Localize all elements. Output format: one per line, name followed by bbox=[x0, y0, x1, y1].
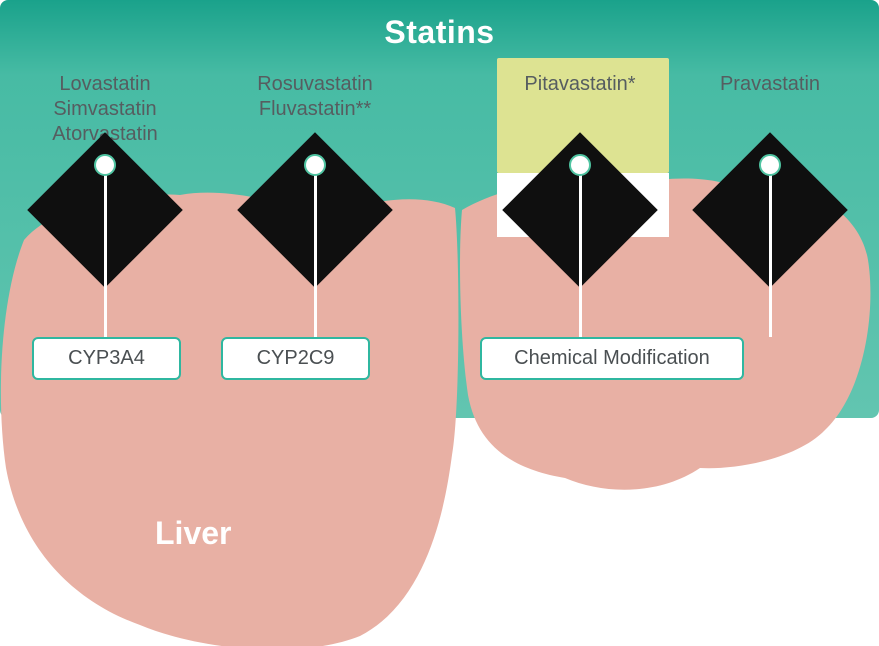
statin-name: Fluvastatin** bbox=[225, 97, 405, 122]
statin-name: Pravastatin bbox=[680, 72, 860, 97]
statin-name: Rosuvastatin bbox=[225, 72, 405, 97]
statin-name: Lovastatin bbox=[15, 72, 195, 97]
liver-label: Liver bbox=[155, 515, 231, 552]
group-stem bbox=[579, 175, 582, 337]
diagram-title: Statins bbox=[0, 14, 879, 51]
enzyme-box: CYP2C9 bbox=[221, 337, 370, 380]
group-marker bbox=[304, 154, 326, 176]
statin-group-labels: Pitavastatin* bbox=[490, 72, 670, 97]
group-marker bbox=[94, 154, 116, 176]
group-stem bbox=[769, 175, 772, 337]
group-stem bbox=[314, 175, 317, 337]
group-marker bbox=[569, 154, 591, 176]
diagram-canvas: Statins Liver LovastatinSimvastatinAtorv… bbox=[0, 0, 879, 646]
statin-group-labels: RosuvastatinFluvastatin** bbox=[225, 72, 405, 122]
enzyme-box: Chemical Modification bbox=[480, 337, 744, 380]
statin-group-labels: Pravastatin bbox=[680, 72, 860, 97]
statin-name: Simvastatin bbox=[15, 97, 195, 122]
enzyme-box: CYP3A4 bbox=[32, 337, 181, 380]
group-stem bbox=[104, 175, 107, 337]
statin-name: Pitavastatin* bbox=[490, 72, 670, 97]
group-marker bbox=[759, 154, 781, 176]
